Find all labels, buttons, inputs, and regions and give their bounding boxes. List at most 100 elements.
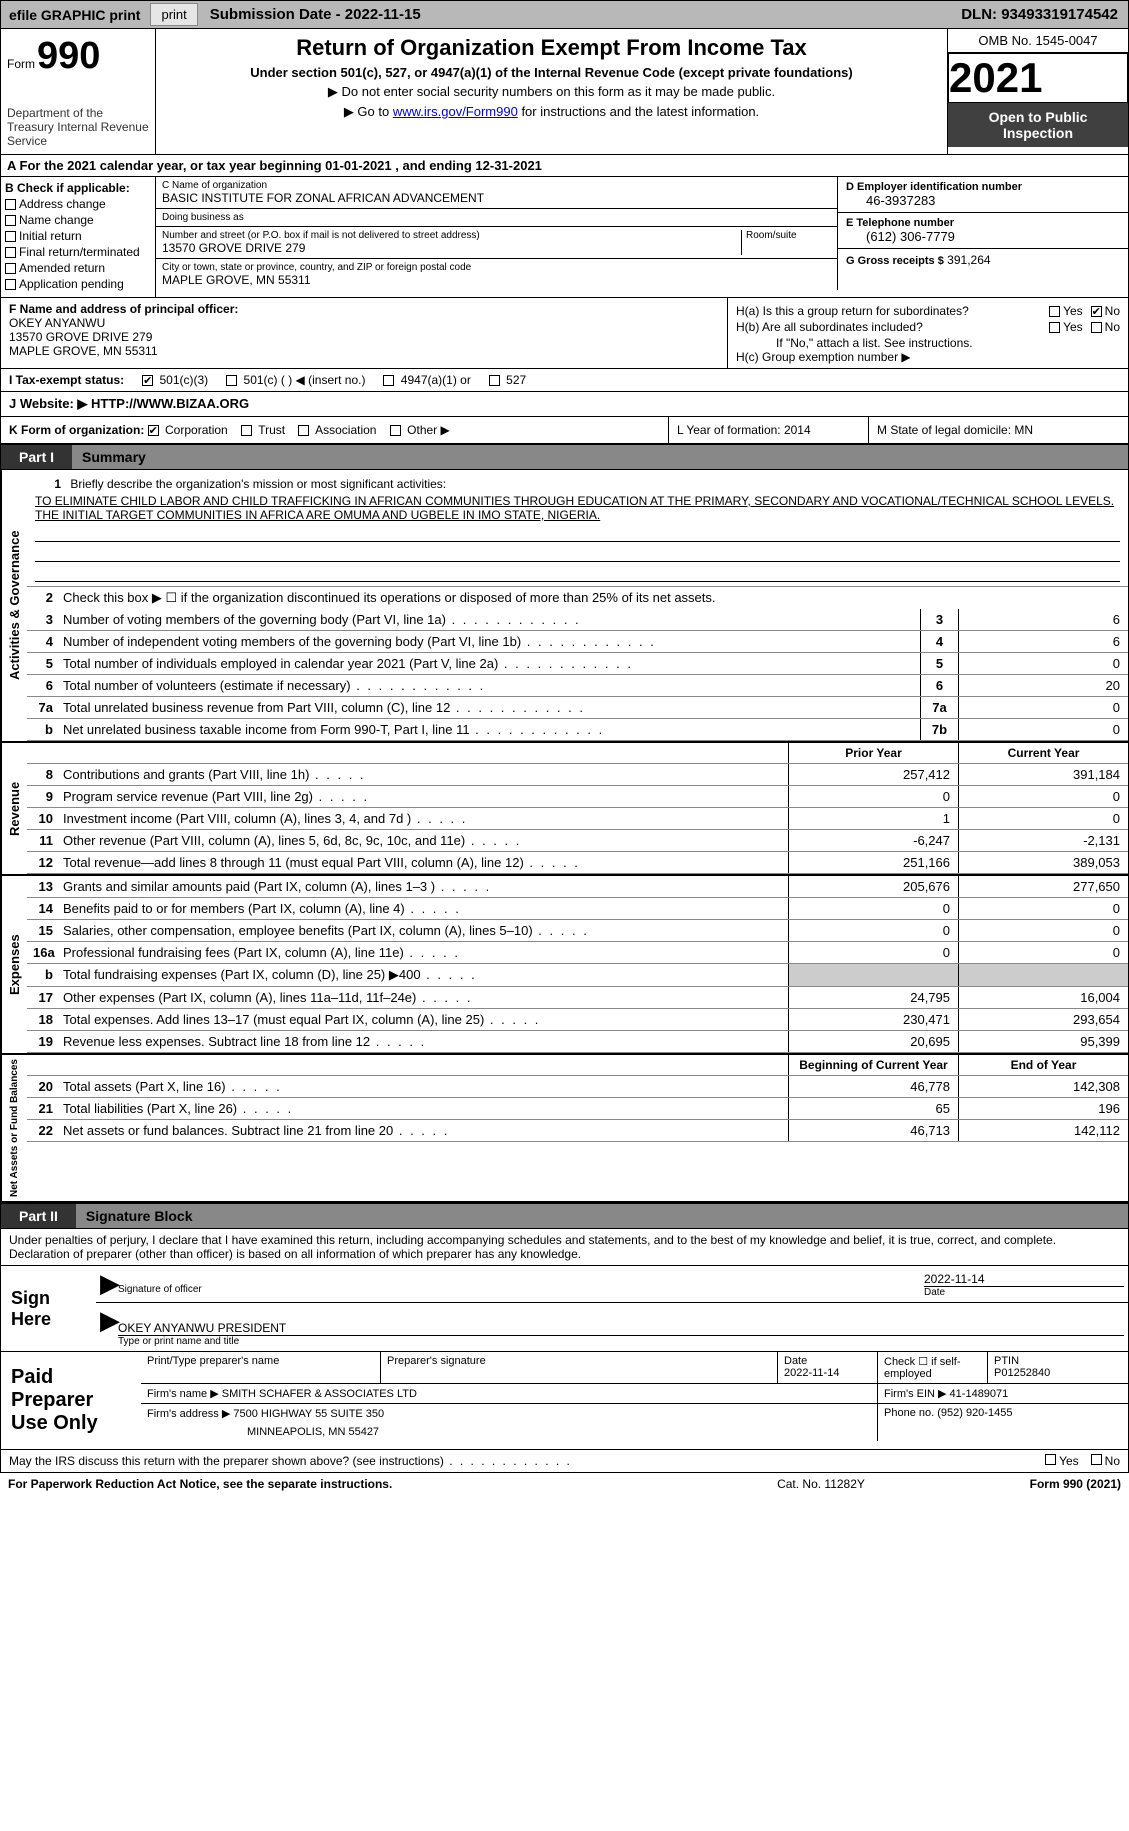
chk-trust[interactable] <box>241 425 252 436</box>
col-b-checkboxes: B Check if applicable: Address change Na… <box>1 177 156 297</box>
firm-name: Firm's name ▶ SMITH SCHAFER & ASSOCIATES… <box>141 1384 878 1403</box>
hb-yes[interactable] <box>1049 322 1060 333</box>
vtab-expenses: Expenses <box>1 876 27 1053</box>
irs-link[interactable]: www.irs.gov/Form990 <box>393 104 518 119</box>
chk-address-change[interactable] <box>5 199 16 210</box>
preparer-name-label: Print/Type preparer's name <box>141 1352 381 1383</box>
ha-no[interactable] <box>1091 306 1102 317</box>
part-ii-title: Signature Block <box>76 1204 1128 1228</box>
top-bar: efile GRAPHIC print print Submission Dat… <box>0 0 1129 29</box>
part-ii-num: Part II <box>1 1204 76 1228</box>
row-j-website: J Website: ▶ HTTP://WWW.BIZAA.ORG <box>0 392 1129 417</box>
footer: For Paperwork Reduction Act Notice, see … <box>0 1473 1129 1495</box>
officer-print-name: OKEY ANYANWU PRESIDENT <box>118 1321 1124 1335</box>
footer-catno: Cat. No. 11282Y <box>721 1477 921 1491</box>
section-revenue: Revenue Prior Year Current Year 8Contrib… <box>0 743 1129 876</box>
chk-app-pending[interactable] <box>5 279 16 290</box>
org-name: BASIC INSTITUTE FOR ZONAL AFRICAN ADVANC… <box>162 191 831 205</box>
b-header: B Check if applicable: <box>5 181 151 195</box>
note-1: ▶ Do not enter social security numbers o… <box>162 84 941 100</box>
row-f-h: F Name and address of principal officer:… <box>0 298 1129 369</box>
part-ii-header: Part II Signature Block <box>0 1203 1129 1229</box>
chk-527[interactable] <box>489 375 500 386</box>
dln: DLN: 93493319174542 <box>951 2 1128 27</box>
hc-label: H(c) Group exemption number ▶ <box>736 350 1120 364</box>
sign-here-block: Sign Here ▶ Signature of officer 2022-11… <box>0 1266 1129 1352</box>
summary-row: 15Salaries, other compensation, employee… <box>27 920 1128 942</box>
footer-formref: Form 990 (2021) <box>921 1477 1121 1491</box>
self-employed-check: Check ☐ if self-employed <box>878 1352 988 1383</box>
section-expenses: Expenses 13Grants and similar amounts pa… <box>0 876 1129 1055</box>
efile-label: efile GRAPHIC print <box>1 3 148 27</box>
print-button[interactable]: print <box>150 3 197 26</box>
ein-value: 46-3937283 <box>846 193 1120 208</box>
chk-corp[interactable] <box>148 425 159 436</box>
phone-label: E Telephone number <box>846 217 1120 229</box>
chk-other[interactable] <box>390 425 401 436</box>
city-value: MAPLE GROVE, MN 55311 <box>162 273 831 287</box>
col-f-officer: F Name and address of principal officer:… <box>1 298 728 368</box>
preparer-date: Date 2022-11-14 <box>778 1352 878 1383</box>
ha-yes[interactable] <box>1049 306 1060 317</box>
summary-row: bNet unrelated business taxable income f… <box>27 719 1128 741</box>
paid-preparer-block: Paid Preparer Use Only Print/Type prepar… <box>0 1352 1129 1450</box>
row-k-org-form: K Form of organization: Corporation Trus… <box>0 417 1129 444</box>
col-c-through-g: C Name of organization BASIC INSTITUTE F… <box>156 177 1128 297</box>
discuss-yes[interactable] <box>1045 1454 1056 1465</box>
chk-initial-return[interactable] <box>5 231 16 242</box>
summary-row: 4Number of independent voting members of… <box>27 631 1128 653</box>
summary-row: 3Number of voting members of the governi… <box>27 609 1128 631</box>
blank-line-3 <box>35 566 1120 582</box>
paid-preparer-label: Paid Preparer Use Only <box>1 1352 141 1449</box>
firm-address: Firm's address ▶ 7500 HIGHWAY 55 SUITE 3… <box>141 1404 878 1441</box>
chk-4947[interactable] <box>383 375 394 386</box>
chk-name-change[interactable] <box>5 215 16 226</box>
part-i-title: Summary <box>72 445 1128 469</box>
summary-row: 19Revenue less expenses. Subtract line 1… <box>27 1031 1128 1053</box>
j-label: J Website: ▶ <box>9 396 87 411</box>
part-i-header: Part I Summary <box>0 444 1129 470</box>
sign-date-label: Date <box>924 1286 1124 1298</box>
section-b-through-g: B Check if applicable: Address change Na… <box>0 177 1129 298</box>
gross-value: 391,264 <box>947 253 990 267</box>
summary-row: 13Grants and similar amounts paid (Part … <box>27 876 1128 898</box>
chk-501c3[interactable] <box>142 375 153 386</box>
sign-date: 2022-11-14 <box>924 1272 1124 1286</box>
open-public: Open to Public Inspection <box>948 103 1128 147</box>
discuss-text: May the IRS discuss this return with the… <box>9 1454 1045 1468</box>
discuss-row: May the IRS discuss this return with the… <box>0 1450 1129 1473</box>
mission-text: TO ELIMINATE CHILD LABOR AND CHILD TRAFF… <box>35 494 1114 522</box>
hdr-prior-year: Prior Year <box>788 743 958 763</box>
mission-box: 1 Briefly describe the organization's mi… <box>27 470 1128 587</box>
hb-label: H(b) Are all subordinates included? <box>736 320 1049 334</box>
header-left: Form 990 Department of the Treasury Inte… <box>1 29 156 154</box>
discuss-no[interactable] <box>1091 1454 1102 1465</box>
chk-assoc[interactable] <box>298 425 309 436</box>
chk-501c[interactable] <box>226 375 237 386</box>
header-center: Return of Organization Exempt From Incom… <box>156 29 948 154</box>
summary-row: 5Total number of individuals employed in… <box>27 653 1128 675</box>
row-a-calendar: A For the 2021 calendar year, or tax yea… <box>0 155 1129 177</box>
room-label: Room/suite <box>746 230 831 241</box>
chk-amended[interactable] <box>5 263 16 274</box>
part-i-num: Part I <box>1 445 72 469</box>
blank-line-2 <box>35 546 1120 562</box>
hb-no[interactable] <box>1091 322 1102 333</box>
street-label: Number and street (or P.O. box if mail i… <box>162 230 741 241</box>
ha-label: H(a) Is this a group return for subordin… <box>736 304 1049 318</box>
s1-label: Briefly describe the organization's miss… <box>70 477 446 491</box>
chk-final-return[interactable] <box>5 247 16 258</box>
vtab-net-assets: Net Assets or Fund Balances <box>1 1055 27 1201</box>
perjury-declaration: Under penalties of perjury, I declare th… <box>0 1229 1129 1266</box>
gross-label: G Gross receipts $ <box>846 255 944 267</box>
netassets-header: Beginning of Current Year End of Year <box>27 1055 1128 1076</box>
dba-label: Doing business as <box>162 212 831 223</box>
hdr-end-year: End of Year <box>958 1055 1128 1075</box>
org-name-label: C Name of organization <box>162 180 831 191</box>
form-number: 990 <box>37 35 100 78</box>
hb-note: If "No," attach a list. See instructions… <box>736 336 1120 350</box>
section-activities-governance: Activities & Governance 1 Briefly descri… <box>0 470 1129 743</box>
col-h-group: H(a) Is this a group return for subordin… <box>728 298 1128 368</box>
s2-text: Check this box ▶ ☐ if the organization d… <box>59 587 1128 609</box>
form-title: Return of Organization Exempt From Incom… <box>162 35 941 61</box>
